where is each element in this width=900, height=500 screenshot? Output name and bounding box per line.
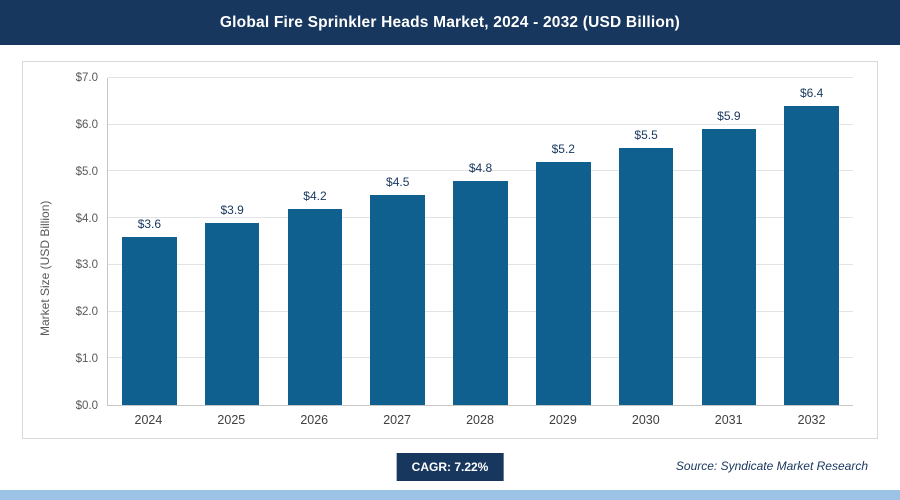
y-tick-label: $6.0 — [75, 118, 98, 131]
gridline — [108, 77, 853, 78]
bar-column-2026: $4.2 — [274, 78, 357, 405]
y-tick-label: $5.0 — [75, 165, 98, 178]
x-axis-label: 2029 — [548, 413, 577, 427]
x-axis-label: 2024 — [134, 413, 163, 427]
y-tick-label: $2.0 — [75, 306, 98, 319]
bar-column-2028: $4.8 — [439, 78, 522, 405]
chart-grid: $0.0 $1.0 $2.0 $3.0 $4.0 $5.0 $6.0 $7.0 $3.6 $3.… — [57, 72, 853, 432]
plot-area: $3.6 $3.9 $4.2 $4.5 $4.8 $5.2 $5.5 $5.9 $6.4 — [107, 77, 853, 406]
bar-column-2024: $3.6 — [108, 78, 191, 405]
bar-value-label: $5.2 — [551, 142, 575, 157]
x-axis-label: 2026 — [300, 413, 329, 427]
bar-2028: $4.8 — [453, 161, 508, 405]
bar-value-label: $4.8 — [468, 160, 493, 175]
bar-column-2031: $5.9 — [687, 78, 770, 405]
x-axis-label: 2025 — [217, 413, 246, 427]
y-axis-title: Market Size (USD Billion) — [38, 200, 52, 336]
source-text: Source: Syndicate Market Research — [675, 459, 868, 473]
bar-2029: $5.2 — [535, 142, 591, 405]
x-axis-label: 2031 — [714, 413, 743, 427]
bar-2027: $4.5 — [370, 175, 426, 405]
bar-2031: $5.9 — [701, 109, 757, 405]
bar-value-label: $5.9 — [717, 109, 741, 124]
bar-2025: $3.9 — [204, 203, 260, 405]
bar-column-2029: $5.2 — [522, 78, 605, 405]
bar-value-label: $5.5 — [634, 128, 658, 143]
bottom-strip — [0, 490, 900, 500]
bar-2030: $5.5 — [618, 128, 674, 405]
x-axis-label: 2030 — [631, 413, 660, 427]
bar-value-label: $3.6 — [137, 216, 162, 231]
chart-footer: CAGR: 7.22% Source: Syndicate Market Res… — [0, 445, 900, 491]
y-tick-label: $0.0 — [75, 400, 98, 412]
x-axis-label: 2032 — [797, 413, 826, 427]
chart-body: Market Size (USD Billion) $0.0 $1.0 $2.0 $3… — [33, 72, 853, 432]
y-tick-label: $7.0 — [75, 72, 98, 84]
bar-column-2032: $6.4 — [770, 78, 853, 405]
x-axis-labels: 2024 2025 2026 2027 2028 2029 2030 2031 2032 — [107, 406, 853, 432]
x-axis-label: 2028 — [466, 413, 494, 427]
bar-2026: $4.2 — [287, 189, 343, 405]
y-tick-label: $1.0 — [75, 353, 98, 366]
bar-2032: $6.4 — [784, 86, 839, 405]
bar-value-label: $6.4 — [799, 86, 824, 101]
bar-value-label: $3.9 — [220, 202, 244, 217]
gridline — [108, 170, 853, 172]
bar-value-label: $4.5 — [386, 174, 410, 189]
x-axis-label: 2027 — [383, 413, 412, 427]
bar-column-2030: $5.5 — [605, 78, 688, 405]
chart-title: Global Fire Sprinkler Heads Market, 2024… — [219, 13, 681, 31]
bar-value-label: $4.2 — [303, 188, 327, 203]
bar-column-2025: $3.9 — [191, 78, 274, 405]
y-axis-ticks: $0.0 $1.0 $2.0 $3.0 $4.0 $5.0 $6.0 $7.0 — [57, 72, 107, 412]
gridline — [108, 123, 853, 125]
chart-title-bar: Global Fire Sprinkler Heads Market, 2024… — [0, 0, 900, 45]
bar-2024: $3.6 — [122, 217, 177, 405]
chart-card: Market Size (USD Billion) $0.0 $1.0 $2.0 $3… — [22, 61, 878, 439]
y-tick-label: $3.0 — [75, 259, 98, 272]
cagr-badge: CAGR: 7.22% — [396, 453, 504, 481]
y-tick-label: $4.0 — [75, 212, 98, 225]
bar-column-2027: $4.5 — [356, 78, 439, 405]
